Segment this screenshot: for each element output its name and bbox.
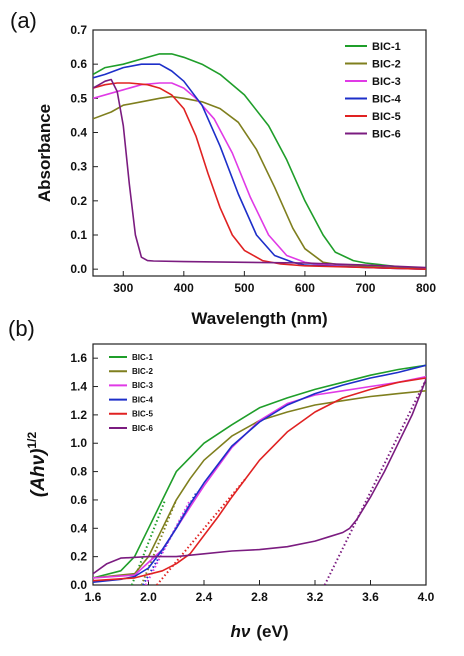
x-tick-label: 300 (113, 281, 133, 295)
panel-label: (b) (8, 316, 35, 341)
y-tick-label: 0.5 (70, 91, 87, 105)
fit-line-5 (156, 478, 247, 585)
y-axis-title: (Ahν)1/2 (25, 432, 49, 498)
legend: BIC-1 BIC-2 BIC-3 BIC-4 BIC-5 BIC-6 (109, 353, 153, 433)
x-tick-label: 3.2 (307, 590, 324, 604)
x-tick-label: 700 (355, 281, 375, 295)
x-tick-label: 4.0 (418, 590, 435, 604)
y-tick-label: 0.0 (70, 578, 87, 592)
y-tick-label: 0.4 (70, 126, 87, 140)
x-tick-label: 2.8 (251, 590, 268, 604)
chart-panel-a: (a) 300 400 500 600 700 800 0.0 0.1 0.2 0.3 0.4 0.5 0… (10, 8, 436, 328)
chart-panel-b: (b) 1.6 2.0 2.4 2.8 3.2 3.6 4.0 0.0 0.2 0.4 0.6 0.8 1… (8, 316, 435, 641)
y-axis-title-main: (Ahν) (28, 449, 49, 498)
y-tick-label: 0.1 (70, 228, 87, 242)
y-tick-label: 1.4 (70, 380, 87, 394)
x-tick-label: 500 (234, 281, 254, 295)
legend-label: BIC-2 (132, 367, 153, 376)
series-line-bic-6 (93, 78, 426, 269)
series-line-bic-1 (93, 53, 426, 270)
x-tick-label: 2.0 (140, 590, 157, 604)
x-tick-label: 1.6 (85, 590, 102, 604)
fit-line-6 (323, 378, 426, 585)
plot-frame (92, 29, 427, 277)
series-line-bic-5 (93, 377, 426, 582)
plot-area (93, 364, 426, 585)
legend-label: BIC-2 (372, 58, 401, 70)
series-line-bic-5 (93, 82, 426, 270)
series-line-bic-1 (93, 364, 426, 579)
legend-label: BIC-5 (132, 410, 153, 419)
y-tick-label: 0.2 (70, 550, 87, 564)
x-axis-title: hν (eV) (231, 622, 289, 641)
x-tick-label: 2.4 (196, 590, 213, 604)
y-tick-label: 0.6 (70, 57, 87, 71)
x-axis-title-unit: (eV) (256, 622, 288, 641)
plot-area (93, 53, 426, 270)
fit-line-2 (140, 499, 178, 585)
x-tick-label: 400 (174, 281, 194, 295)
legend: BIC-1 BIC-2 BIC-3 BIC-4 BIC-5 BIC-6 (345, 41, 402, 140)
panel-label: (a) (10, 8, 37, 33)
y-tick-label: 0.2 (70, 194, 87, 208)
legend-label: BIC-1 (132, 353, 153, 362)
y-tick-label: 0.0 (70, 262, 87, 276)
y-tick-label: 1.0 (70, 436, 87, 450)
x-tick-label: 600 (295, 281, 315, 295)
series-line-bic-3 (93, 375, 426, 579)
x-tick-label: 3.6 (362, 590, 379, 604)
y-tick-label: 1.6 (70, 351, 87, 365)
y-tick-label: 0.4 (70, 521, 87, 535)
series-line-bic-2 (93, 95, 426, 270)
y-axis-title: Absorbance (35, 104, 54, 202)
legend-label: BIC-4 (132, 395, 153, 404)
series-line-bic-2 (93, 390, 426, 579)
legend-label: BIC-6 (372, 128, 401, 140)
x-tick-label: 800 (416, 281, 436, 295)
legend-label: BIC-1 (372, 41, 401, 53)
series-line-bic-6 (93, 379, 426, 575)
y-axis-title-superscript: 1/2 (25, 432, 39, 449)
x-axis-title-main: hν (231, 622, 251, 641)
legend-label: BIC-4 (372, 93, 402, 105)
y-tick-label: 0.7 (70, 23, 87, 37)
legend-label: BIC-3 (372, 76, 401, 88)
legend-label: BIC-3 (132, 381, 153, 390)
x-axis-title: Wavelength (nm) (191, 309, 327, 328)
y-tick-label: 0.8 (70, 465, 87, 479)
series-line-bic-4 (93, 364, 426, 583)
legend-label: BIC-6 (132, 424, 153, 433)
y-tick-label: 0.6 (70, 493, 87, 507)
fit-line-1 (130, 499, 167, 585)
legend-label: BIC-5 (372, 111, 401, 123)
y-tick-label: 0.3 (70, 160, 87, 174)
y-tick-label: 1.2 (70, 408, 87, 422)
